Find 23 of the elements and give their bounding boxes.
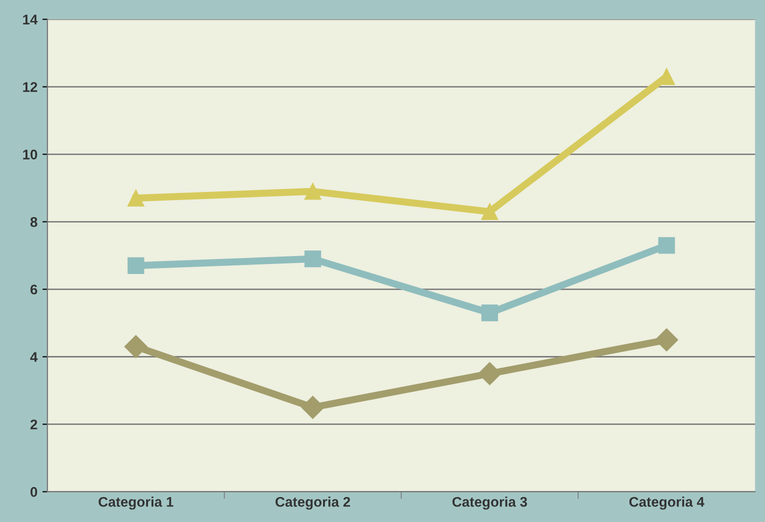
x-tick-label: Categoria 4 [629, 496, 704, 510]
point [304, 183, 322, 200]
y-tick-label: 14 [23, 14, 38, 24]
point [124, 335, 148, 358]
point [304, 250, 322, 268]
x-tick-label: Categoria 1 [98, 496, 174, 510]
point [478, 362, 502, 386]
y-tick-label: 0 [30, 487, 38, 497]
y-tick-label: 6 [30, 284, 38, 294]
point [301, 396, 324, 419]
point [481, 304, 498, 322]
point [655, 328, 678, 352]
point [128, 257, 144, 274]
x-tick-label: Categoria 3 [452, 496, 528, 510]
point [481, 203, 498, 220]
y-tick-label: 8 [30, 217, 38, 227]
x-tick-label: Categoria 2 [276, 496, 350, 510]
y-tick-label: 10 [23, 150, 38, 160]
y-tick-label: 4 [30, 352, 38, 362]
y-tick-label: 2 [30, 420, 38, 430]
point [128, 190, 144, 206]
y-tick-label: 12 [23, 82, 38, 92]
point [658, 237, 675, 254]
